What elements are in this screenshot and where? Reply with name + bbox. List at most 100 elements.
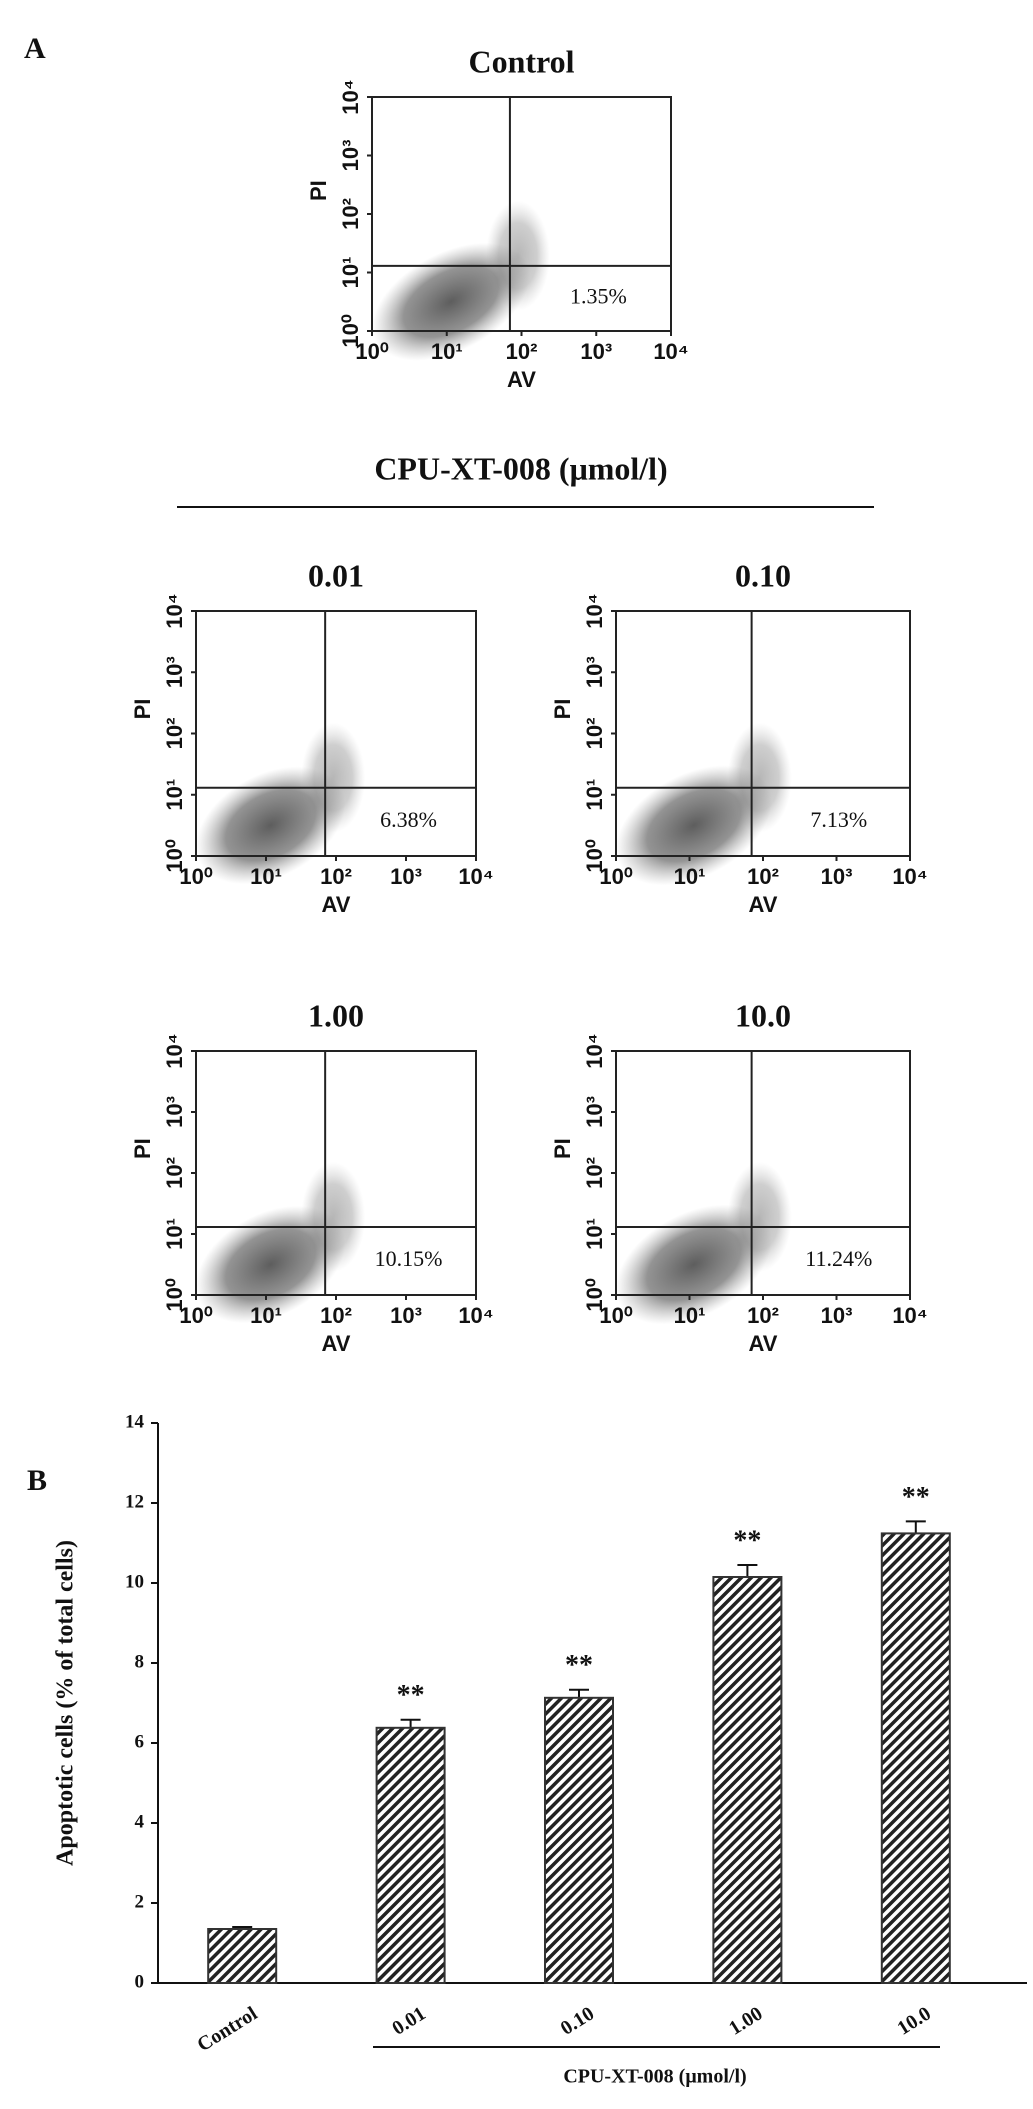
- y-tick-label: 10¹: [338, 257, 363, 289]
- x-tick-label: 10⁴: [458, 1303, 493, 1328]
- x-tick-label: 1.00: [725, 2002, 766, 2039]
- plot-title: Control: [468, 43, 574, 79]
- y-tick-label: 10⁴: [582, 593, 607, 628]
- y-tick-label: 10⁰: [582, 839, 607, 872]
- bar: [544, 1696, 614, 1985]
- x-tick-label: 0.01: [388, 2002, 429, 2039]
- x-tick-label: 10⁰: [179, 864, 212, 889]
- y-tick-label: 14: [125, 1411, 145, 1432]
- bar: [880, 1532, 951, 1985]
- x-tick-label: 10¹: [674, 864, 706, 889]
- y-tick-label: 10⁰: [338, 314, 363, 347]
- plot-title: 1.00: [308, 997, 364, 1033]
- y-axis-label: PI: [550, 1138, 575, 1159]
- x-tick-label: 10³: [390, 864, 422, 889]
- y-tick-label: 10¹: [162, 1218, 187, 1250]
- x-tick-label: 0.10: [557, 2002, 598, 2039]
- quadrant-percent: 1.35%: [570, 283, 627, 308]
- plot-title: 0.01: [308, 557, 364, 593]
- quadrant-percent: 10.15%: [375, 1246, 443, 1271]
- x-tick-label: 10¹: [250, 1303, 282, 1328]
- x-tick-label: 10⁰: [179, 1303, 212, 1328]
- plot-title: 0.10: [735, 557, 791, 593]
- y-tick-label: 10³: [338, 140, 363, 172]
- y-tick-label: 10³: [582, 1096, 607, 1128]
- y-axis-label: PI: [550, 699, 575, 720]
- panel-label: A: [24, 32, 46, 65]
- x-tick-label: 10³: [821, 1303, 853, 1328]
- y-tick-label: 10¹: [582, 1218, 607, 1250]
- x-tick-label: 10⁰: [355, 339, 388, 364]
- x-axis-label: AV: [322, 892, 351, 917]
- y-axis-label: PI: [130, 699, 155, 720]
- y-axis-label: Apoptotic cells (% of total cells): [53, 1540, 79, 1866]
- y-tick-label: 4: [135, 1811, 145, 1832]
- y-tick-label: 10⁴: [582, 1033, 607, 1068]
- y-tick-label: 10³: [582, 656, 607, 688]
- x-tick-label: 10⁴: [892, 1303, 927, 1328]
- x-tick-label: 10²: [747, 864, 779, 889]
- y-tick-label: 2: [135, 1891, 145, 1912]
- y-tick-label: 8: [135, 1651, 145, 1672]
- significance-label: **: [733, 1525, 761, 1556]
- y-tick-label: 12: [125, 1491, 144, 1512]
- y-tick-label: 10²: [582, 1157, 607, 1189]
- bar: [207, 1928, 278, 1984]
- x-tick-label: 10⁰: [599, 1303, 632, 1328]
- y-tick-label: 10: [125, 1571, 144, 1592]
- x-tick-label: 10²: [506, 339, 538, 364]
- y-tick-label: 10²: [162, 1157, 187, 1189]
- quadrant-percent: 11.24%: [805, 1246, 872, 1271]
- x-tick-label: 10¹: [431, 339, 463, 364]
- x-tick-label: 10⁴: [892, 864, 927, 889]
- panel-label: B: [27, 1464, 47, 1497]
- y-tick-label: 10⁴: [338, 79, 363, 114]
- y-tick-label: 10²: [162, 718, 187, 750]
- y-tick-label: 10³: [162, 1096, 187, 1128]
- x-tick-label: 10⁴: [653, 339, 688, 364]
- density-cloud: [727, 722, 792, 833]
- significance-label: **: [565, 1650, 593, 1681]
- y-tick-label: 10⁰: [582, 1278, 607, 1311]
- x-axis-label: AV: [749, 1331, 778, 1356]
- y-tick-label: 10¹: [162, 779, 187, 811]
- y-tick-label: 10³: [162, 656, 187, 688]
- x-tick-label: 10⁴: [458, 864, 493, 889]
- x-tick-label: 10³: [390, 1303, 422, 1328]
- y-tick-label: 10⁴: [162, 593, 187, 628]
- density-cloud: [485, 200, 550, 311]
- quadrant-percent: 7.13%: [810, 807, 867, 832]
- y-axis-label: PI: [306, 180, 331, 201]
- x-group-label: CPU-XT-008 (μmol/l): [563, 2066, 746, 2088]
- significance-label: **: [397, 1680, 425, 1711]
- significance-label: **: [902, 1482, 930, 1513]
- density-cloud: [727, 1162, 792, 1273]
- x-tick-label: Control: [193, 2002, 261, 2056]
- y-tick-label: 10⁰: [162, 839, 187, 872]
- x-tick-label: 10¹: [250, 864, 282, 889]
- plot-title: 10.0: [735, 997, 791, 1033]
- x-tick-label: 10²: [320, 1303, 352, 1328]
- x-tick-label: 10³: [580, 339, 612, 364]
- x-axis-label: AV: [322, 1331, 351, 1356]
- bar: [375, 1726, 446, 1985]
- x-tick-label: 10³: [821, 864, 853, 889]
- y-tick-label: 10¹: [582, 779, 607, 811]
- quadrant-percent: 6.38%: [380, 807, 437, 832]
- y-tick-label: 6: [135, 1731, 145, 1752]
- x-axis-label: AV: [749, 892, 778, 917]
- y-tick-label: 0: [135, 1971, 145, 1992]
- y-tick-label: 10²: [582, 718, 607, 750]
- x-tick-label: 10.0: [894, 2002, 935, 2039]
- y-tick-label: 10⁴: [162, 1033, 187, 1068]
- y-axis-label: PI: [130, 1138, 155, 1159]
- density-cloud: [301, 722, 366, 833]
- bar: [712, 1576, 783, 1984]
- y-tick-label: 10⁰: [162, 1278, 187, 1311]
- y-tick-label: 10²: [338, 198, 363, 230]
- x-axis-label: AV: [507, 367, 536, 392]
- x-tick-label: 10²: [320, 864, 352, 889]
- x-tick-label: 10⁰: [599, 864, 632, 889]
